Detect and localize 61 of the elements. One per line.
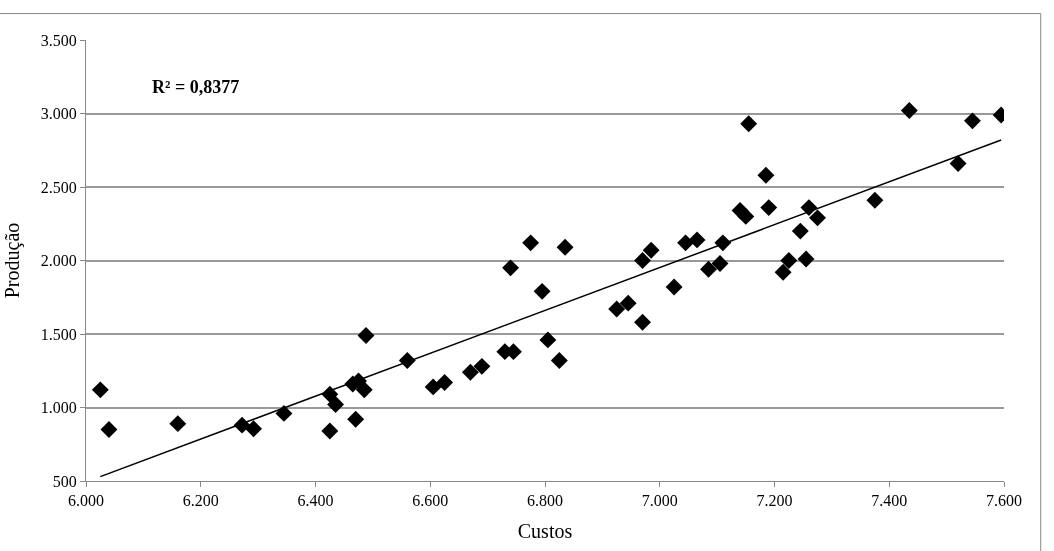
point	[757, 166, 775, 184]
x-axis-title: Custos	[517, 519, 573, 542]
x-tick-label: 6.000	[68, 492, 104, 510]
point	[900, 102, 918, 120]
x-tick-label: 7.000	[641, 492, 678, 510]
x-tick-label: 6.800	[527, 492, 563, 510]
point	[619, 294, 637, 312]
point	[809, 209, 826, 227]
point	[169, 415, 187, 433]
point	[642, 241, 660, 259]
point	[700, 260, 717, 278]
y-tick-label: 2.000	[40, 252, 77, 270]
point	[245, 420, 262, 438]
point	[797, 250, 815, 268]
point	[473, 357, 491, 375]
point	[357, 327, 375, 344]
point	[866, 191, 884, 209]
point	[634, 313, 651, 331]
point	[760, 199, 778, 217]
point	[740, 115, 758, 133]
point	[550, 352, 568, 369]
y-tick-label: 1.000	[40, 399, 77, 417]
point	[665, 278, 683, 296]
x-tick-label: 6.400	[297, 492, 334, 510]
point	[522, 234, 540, 252]
y-tick-label: 500	[52, 472, 77, 490]
y-axis-title: Produção	[1, 222, 25, 299]
point	[436, 374, 454, 391]
y-tick-label: 3.000	[40, 105, 77, 123]
x-tick-label: 6.600	[412, 492, 449, 510]
point	[780, 252, 798, 269]
point	[711, 254, 729, 272]
point	[321, 422, 339, 440]
x-tick-label: 6.200	[182, 492, 219, 510]
point	[502, 259, 520, 277]
annotation: R² = 0,8377	[152, 77, 240, 97]
point	[556, 238, 574, 256]
point	[347, 410, 365, 428]
point	[949, 155, 967, 172]
x-tick-label: 7.400	[871, 492, 908, 510]
y-tick-label: 3.500	[40, 31, 77, 49]
x-tick-label: 7.200	[756, 492, 793, 510]
point	[774, 263, 792, 281]
point	[100, 421, 118, 438]
point	[634, 252, 651, 269]
point	[533, 282, 551, 300]
point	[791, 222, 809, 240]
point	[539, 331, 557, 349]
x-tick-label: 7.600	[986, 492, 1022, 510]
point	[424, 378, 442, 396]
point	[461, 363, 479, 381]
point	[688, 231, 706, 249]
y-tick-label: 2.500	[40, 178, 77, 196]
point	[608, 300, 626, 318]
point	[327, 396, 345, 414]
point	[91, 381, 109, 399]
point	[677, 234, 695, 252]
point	[355, 381, 373, 399]
point	[963, 112, 981, 130]
point	[737, 207, 755, 225]
y-tick-label: 1.500	[40, 325, 77, 343]
